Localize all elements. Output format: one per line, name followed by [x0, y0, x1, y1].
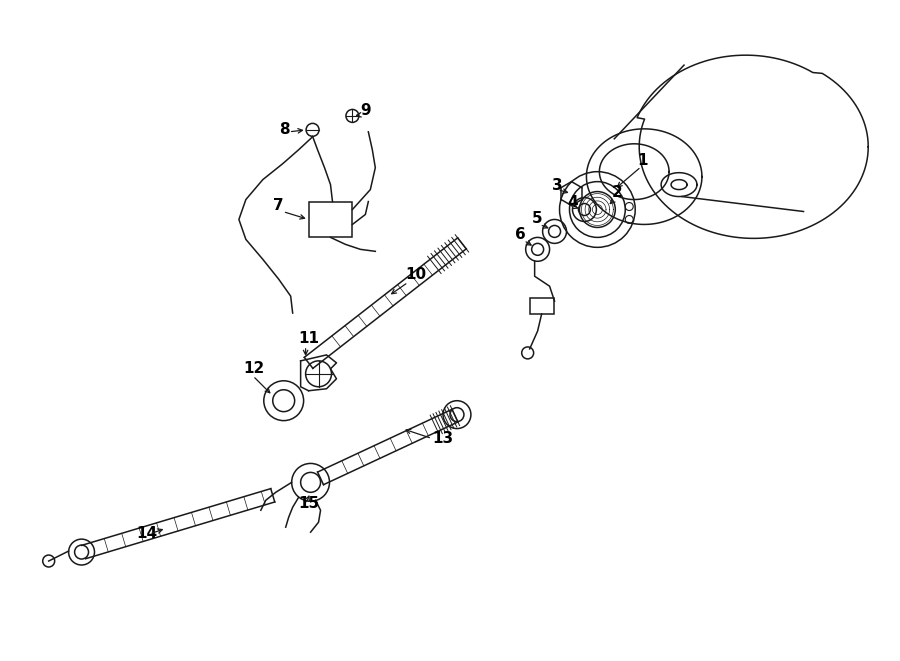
Text: 6: 6	[515, 227, 526, 243]
Text: 11: 11	[299, 331, 320, 346]
Circle shape	[626, 202, 634, 210]
Text: 9: 9	[360, 103, 371, 118]
Text: 2: 2	[611, 184, 622, 200]
Text: 7: 7	[273, 198, 284, 212]
Text: 1: 1	[637, 153, 648, 168]
Text: 12: 12	[243, 361, 264, 376]
Text: 3: 3	[552, 178, 562, 192]
Text: 4: 4	[568, 194, 578, 210]
Text: 10: 10	[405, 267, 427, 282]
Text: 5: 5	[532, 212, 543, 227]
Text: 13: 13	[432, 430, 454, 446]
Text: 8: 8	[279, 122, 289, 137]
Circle shape	[626, 215, 634, 223]
Text: 15: 15	[299, 496, 320, 511]
Circle shape	[346, 110, 359, 122]
Text: 14: 14	[136, 526, 158, 541]
Circle shape	[306, 124, 319, 136]
